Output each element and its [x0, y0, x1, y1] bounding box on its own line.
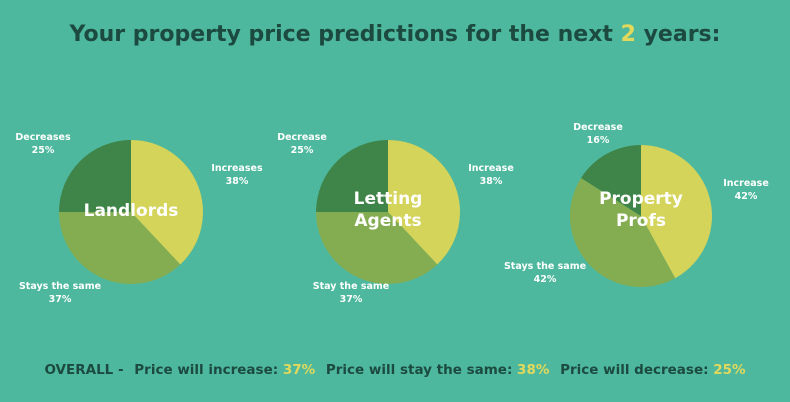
- pie-title: Profs: [616, 211, 666, 231]
- pie-slice-same: [315, 212, 438, 285]
- pie-title: Letting: [354, 189, 423, 209]
- slice-label-same: Stays the same: [19, 281, 101, 292]
- slice-label-increase: Increase: [723, 178, 769, 189]
- chart-title: Your property price predictions for the …: [0, 22, 790, 47]
- slice-value-same: 37%: [340, 294, 363, 305]
- slice-label-decrease: Decrease: [573, 122, 623, 133]
- slice-label-same: Stays the same: [504, 261, 586, 272]
- overall-decrease-value: 25%: [713, 362, 746, 378]
- slice-label-increase: Increase: [468, 163, 514, 174]
- pie-slice-increase: [388, 140, 461, 265]
- slice-label-increase: Increases: [211, 163, 263, 174]
- pie-chart-1: Increases 38% Stays the same 37% Decreases 25…: [15, 132, 263, 305]
- title-text-end: years:: [643, 22, 721, 47]
- overall-increase-label: Price will increase:: [134, 362, 279, 378]
- pie-title: Agents: [354, 211, 421, 231]
- title-highlight: 2: [620, 22, 636, 47]
- pie-slice-decrease: [581, 145, 641, 216]
- slice-label-decrease: Decreases: [15, 132, 71, 143]
- slice-label-decrease: Decrease: [277, 132, 327, 143]
- slice-value-same: 37%: [49, 294, 72, 305]
- slice-value-decrease: 16%: [587, 135, 610, 146]
- slice-label-same: Stay the same: [313, 281, 389, 292]
- pie-chart-3: Increase 42% Stays the same 42% Decrease 16% P…: [504, 122, 769, 287]
- slice-value-increase: 42%: [735, 191, 758, 202]
- slice-value-same: 42%: [534, 274, 557, 285]
- overall-same-label: Price will stay the same:: [325, 362, 513, 378]
- slice-value-increase: 38%: [226, 176, 249, 187]
- pie-title: Property: [599, 189, 683, 209]
- title-text: Your property price predictions for the …: [69, 22, 613, 47]
- pie-slice-same: [569, 177, 676, 287]
- pie-slice-decrease: [59, 140, 131, 212]
- pie-slice-increase: [641, 145, 712, 279]
- pie-slice-same: [59, 212, 181, 285]
- pie-title: Landlords: [84, 201, 179, 221]
- slice-value-decrease: 25%: [32, 145, 55, 156]
- overall-summary: OVERALL - Price will increase: 37% Price…: [0, 362, 790, 378]
- overall-increase-value: 37%: [282, 362, 316, 378]
- slice-value-decrease: 25%: [291, 145, 314, 156]
- overall-same-value: 38%: [517, 362, 550, 378]
- pie-slice-decrease: [316, 140, 388, 212]
- overall-prefix: OVERALL -: [44, 362, 124, 378]
- overall-decrease-label: Price will decrease:: [560, 362, 709, 378]
- slice-value-increase: 38%: [480, 176, 503, 187]
- pie-slice-increase: [131, 140, 204, 265]
- pie-chart-2: Increase 38% Stay the same 37% Decrease 25% Le…: [277, 132, 514, 305]
